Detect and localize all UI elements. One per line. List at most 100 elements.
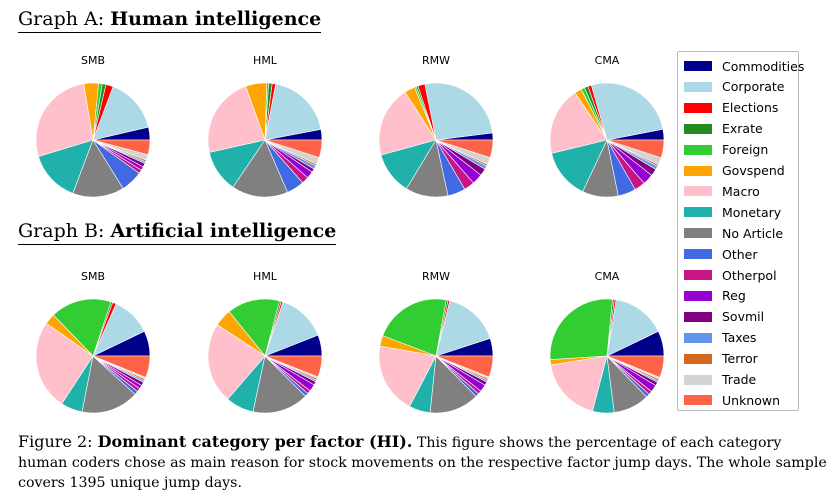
legend-label: Commodities [722,58,805,74]
graph-b-prefix: Graph B: [18,220,111,242]
caption-text: This figure shows the percentage of each… [18,435,827,491]
legend-label: Terror [722,351,758,367]
pie-slice-foreign [228,298,280,357]
legend-swatch [684,374,712,385]
legend-swatch [684,249,712,260]
legend-swatch [684,144,712,155]
legend-label: Govspend [722,163,785,178]
pie-slice-macro [207,85,266,153]
legend-swatch [684,311,712,322]
legend-swatch [684,395,712,406]
pie-slice-macro [35,83,94,157]
pie-title: SMB [81,54,105,67]
legend-swatch [684,207,712,218]
caption-label: Figure 2: [18,432,98,451]
pie-chart-cma-human: CMA [549,54,665,198]
pie-slice-no-article [429,355,477,414]
legend-label: Corporate [722,79,785,95]
legend-item: Commodities [684,57,804,75]
pie-chart-smb-human: SMB [35,54,151,198]
pie-slice-corporate [590,82,664,141]
pie-slice-foreign [549,298,613,360]
graph-b-heading: Graph B: Artificial intelligence [18,220,337,245]
pie-chart-rmw-ai: RMW [378,270,494,414]
pie-slice-unknown [264,355,323,378]
pie-slice-unknown [264,139,323,158]
legend-swatch [684,332,712,343]
pie-title: RMW [422,54,450,67]
legend-item: Trade [684,371,756,389]
pie-slice-corporate [424,82,493,141]
legend-item: No Article [684,224,783,242]
graph-b-title: Artificial intelligence [110,220,337,242]
legend-item: Terror [684,350,758,368]
legend-label: Monetary [722,204,782,220]
legend-swatch [684,290,712,301]
pie-slice-monetary [38,139,94,194]
pie-chart-rmw-human: RMW [378,54,494,198]
pie-slice-no-article [81,355,136,414]
legend-item: Govspend [684,162,785,180]
pie-title: HML [253,270,278,283]
pie-slice-unknown [606,355,665,378]
legend-swatch [684,270,712,280]
caption-title: Dominant category per factor (HI). [97,432,413,451]
pie-slice-corporate [435,300,491,357]
legend-item: Foreign [684,141,768,159]
pie-slice-corporate [606,299,659,357]
legend-label: Macro [722,183,760,199]
legend-item: Unknown [684,391,780,409]
pie-chart-hml-human: HML [207,54,323,198]
legend: Commodities Corporate Elections Exrate Forei… [677,51,804,411]
legend-item: Taxes [684,329,756,347]
graph-a-prefix: Graph A: [18,8,111,30]
pie-slice-macro [35,322,94,405]
pie-slice-foreign [52,298,112,357]
legend-swatch [684,165,712,176]
legend-swatch [684,123,712,134]
legend-label: Unknown [722,392,781,408]
legend-label: Sovmil [722,309,765,325]
legend-label: Foreign [722,142,769,158]
legend-item: Elections [684,99,778,117]
legend-label: No Article [722,225,784,241]
pie-title: HML [253,54,278,67]
legend-label: Other [722,246,758,262]
legend-swatch [684,61,712,71]
legend-label: Otherpol [722,267,777,283]
pie-chart-hml-ai: HML [207,270,323,414]
pie-chart-smb-ai: SMB [35,270,151,414]
pie-slice-corporate [264,83,322,141]
pie-slice-monetary [551,139,608,193]
legend-item: Monetary [684,203,781,221]
legend-item: Exrate [684,120,763,138]
legend-swatch [684,228,712,239]
pie-slice-macro [378,91,437,156]
pie-title: CMA [595,54,620,67]
pie-slice-unknown [606,139,665,159]
pie-slice-macro [549,92,608,154]
legend-item: Corporate [684,78,785,96]
legend-item: Reg [684,287,746,305]
figure-caption: Figure 2: Dominant category per factor (… [18,432,828,493]
legend-swatch [684,353,712,364]
legend-swatch [684,102,712,113]
legend-swatch [684,186,712,197]
pie-slice-macro [378,345,437,407]
graph-a-title: Human intelligence [110,8,322,30]
pie-slice-macro [550,355,608,412]
legend-item: Macro [684,182,760,200]
legend-label: Elections [722,100,779,116]
legend-label: Taxes [722,330,757,346]
pie-slice-unknown [435,139,494,159]
legend-label: Trade [722,372,757,387]
pie-title: CMA [595,270,620,283]
legend-item: Otherpol [684,266,777,284]
pie-slice-no-article [232,139,289,198]
legend-label: Reg [722,288,746,304]
legend-swatch [684,81,712,92]
pie-slice-no-article [252,355,306,414]
legend-item: Sovmil [684,308,764,326]
pie-slice-unknown [435,355,494,378]
legend-item: Other [684,245,758,263]
